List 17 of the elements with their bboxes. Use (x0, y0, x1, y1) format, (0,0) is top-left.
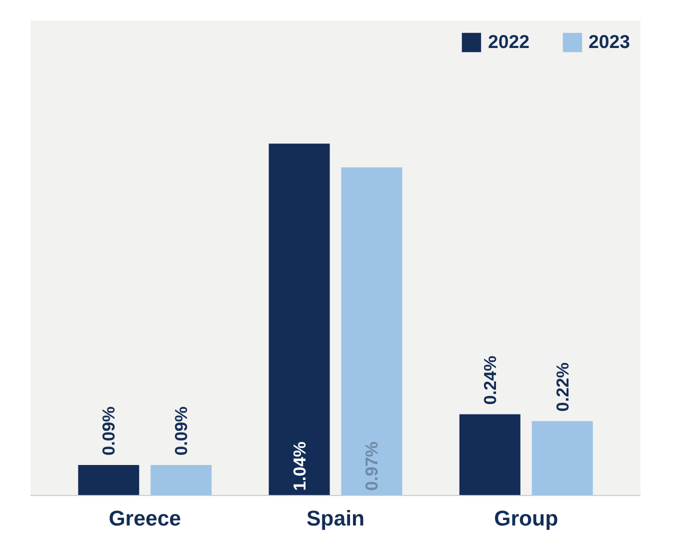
x-tick-label: Greece (108, 506, 182, 530)
data-label: 1.04% (289, 442, 310, 491)
data-label: 0.09% (98, 406, 119, 456)
x-tick-label: Spain (306, 506, 365, 530)
bar (341, 167, 402, 496)
data-label: 0.09% (171, 406, 192, 456)
data-label: 0.97% (362, 442, 382, 491)
bar (459, 414, 520, 496)
data-label: 0.22% (552, 362, 572, 412)
data-label: 0.24% (480, 356, 500, 405)
bar (268, 144, 330, 496)
bar (150, 465, 212, 496)
x-tick-label: Group (494, 506, 558, 530)
bar (78, 465, 140, 496)
bar (532, 421, 593, 496)
legend-label: 2023 (588, 31, 630, 53)
legend-label: 2022 (488, 31, 530, 53)
